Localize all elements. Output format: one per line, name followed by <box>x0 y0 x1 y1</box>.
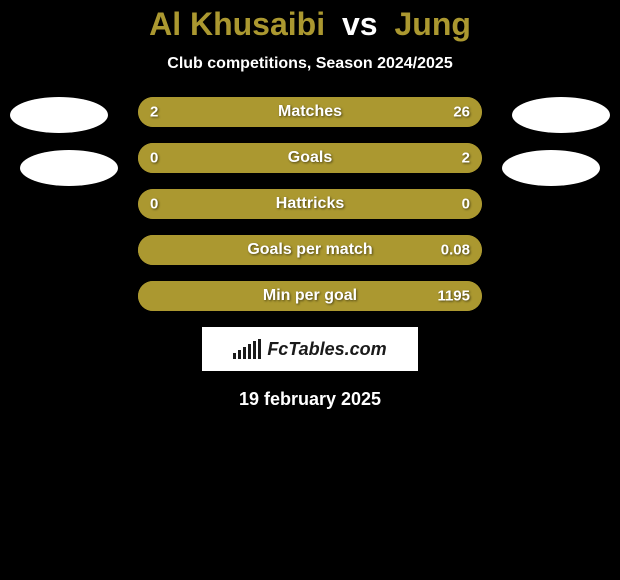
stat-label: Goals per match <box>247 241 372 259</box>
stat-value-left: 0 <box>150 150 158 167</box>
stat-value-right: 26 <box>453 104 470 121</box>
logo-text: FcTables.com <box>267 339 386 360</box>
logo-bar-icon <box>253 341 256 359</box>
club-badge-left-2 <box>20 150 118 186</box>
stat-value-right: 1195 <box>437 288 470 305</box>
stat-row: 1195 Min per goal <box>138 281 482 311</box>
stat-row: 2 26 Matches <box>138 97 482 127</box>
stat-row: 0.08 Goals per match <box>138 235 482 265</box>
logo-bar-icon <box>248 344 251 359</box>
stat-value-right: 0 <box>462 196 470 213</box>
stat-label: Hattricks <box>276 195 344 213</box>
subtitle: Club competitions, Season 2024/2025 <box>0 55 620 73</box>
fctables-logo: FcTables.com <box>202 327 418 371</box>
stat-row: 0 0 Hattricks <box>138 189 482 219</box>
logo-bars-icon <box>233 339 261 359</box>
stat-value-right: 0.08 <box>441 242 470 259</box>
stat-label: Matches <box>278 103 342 121</box>
stat-value-right: 2 <box>462 150 470 167</box>
logo-bar-icon <box>233 353 236 359</box>
vs-separator: vs <box>342 6 378 42</box>
club-badge-right-2 <box>502 150 600 186</box>
logo-bar-icon <box>238 350 241 359</box>
stat-label: Goals <box>288 149 332 167</box>
logo-bar-icon <box>243 347 246 359</box>
stats-area: 2 26 Matches 0 2 Goals 0 0 Hattricks 0.08 Goals pe… <box>0 97 620 311</box>
comparison-title: Al Khusaibi vs Jung <box>0 0 620 43</box>
snapshot-date: 19 february 2025 <box>0 389 620 410</box>
stat-label: Min per goal <box>263 287 357 305</box>
logo-bar-icon <box>258 339 261 359</box>
player1-name: Al Khusaibi <box>149 6 325 42</box>
stat-row: 0 2 Goals <box>138 143 482 173</box>
player2-name: Jung <box>394 6 470 42</box>
stat-value-left: 0 <box>150 196 158 213</box>
stat-value-left: 2 <box>150 104 158 121</box>
club-badge-right-1 <box>512 97 610 133</box>
club-badge-left-1 <box>10 97 108 133</box>
